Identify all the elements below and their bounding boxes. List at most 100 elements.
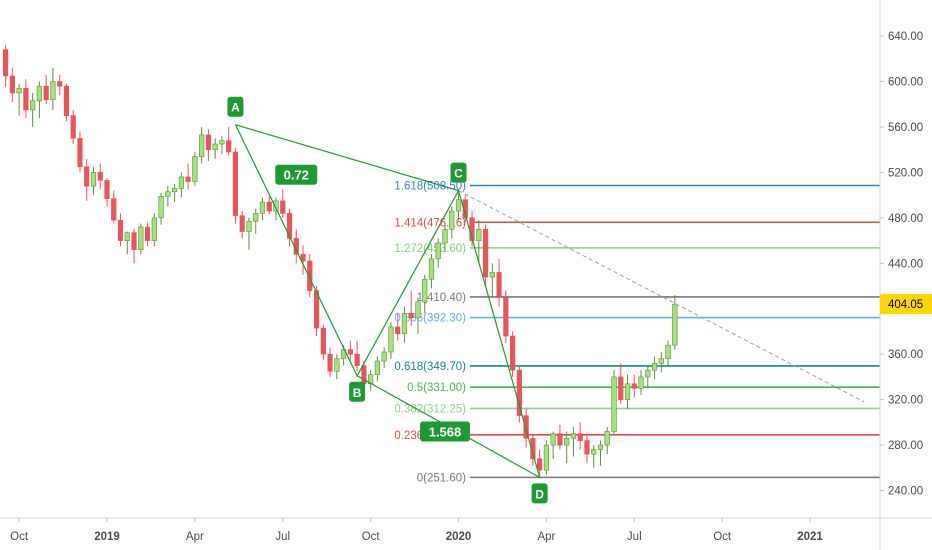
candle-body	[618, 376, 624, 400]
pattern-point-c[interactable]	[450, 162, 467, 183]
candle-body	[645, 369, 651, 378]
y-tick-label: 240.00	[888, 486, 923, 498]
candle	[253, 208, 259, 234]
candle	[280, 189, 286, 218]
candle	[462, 195, 468, 223]
candle-body	[16, 88, 22, 94]
candle-body	[347, 349, 353, 355]
candle-body	[36, 85, 42, 102]
candle	[354, 340, 360, 372]
ratio-label: 0.72	[284, 168, 309, 183]
pattern-point-label: D	[535, 487, 544, 501]
ratio-badge[interactable]	[420, 421, 470, 442]
candle	[408, 290, 414, 326]
candle-body	[631, 383, 637, 389]
candle	[415, 297, 421, 334]
candle-body	[374, 360, 381, 375]
pattern-point-label: B	[353, 386, 362, 400]
candle	[347, 340, 353, 360]
candle-body	[496, 272, 502, 298]
candle	[111, 190, 117, 224]
candle-body	[30, 100, 36, 111]
x-tick-label: Oct	[713, 531, 732, 543]
candle	[665, 340, 671, 366]
candle-body	[77, 138, 83, 168]
candle-body	[2, 49, 9, 77]
candle	[584, 433, 590, 464]
candle	[124, 231, 130, 255]
candle-body	[63, 85, 70, 116]
pattern-point-d[interactable]	[531, 483, 548, 504]
candle-body	[246, 220, 252, 232]
candle-body	[638, 376, 644, 389]
candle	[543, 440, 549, 475]
pattern-legs[interactable]	[234, 124, 541, 478]
candle-body	[340, 349, 347, 360]
candle-body	[591, 449, 597, 455]
candle-body	[550, 433, 556, 446]
candle-body	[401, 313, 408, 335]
pattern-ac-line[interactable]	[235, 124, 459, 192]
fib-level-label: 0.618(349.70)	[394, 361, 466, 373]
candle	[313, 286, 320, 337]
candle	[374, 356, 381, 382]
ratio-label: 1.568	[429, 424, 462, 439]
candle-body	[50, 81, 56, 101]
ratio-badge[interactable]	[275, 164, 318, 185]
x-tick-label: Oct	[10, 531, 29, 543]
candle	[401, 306, 408, 343]
candle	[199, 127, 205, 164]
candle-body	[205, 134, 212, 151]
pattern-point-a[interactable]	[227, 96, 244, 117]
candle	[300, 245, 306, 275]
candle	[395, 313, 401, 341]
x-tick-label: 2019	[94, 531, 120, 543]
candle	[84, 158, 90, 201]
candle-body	[9, 75, 15, 94]
candle-body	[327, 353, 333, 372]
candle	[496, 258, 502, 307]
candle-body	[516, 369, 522, 416]
candle-body	[286, 213, 293, 239]
x-tick-label: 2021	[797, 531, 823, 543]
candlestick-series	[2, 45, 678, 477]
abcd-harmonic-pattern[interactable]: 0.72 1.568 A B C D	[227, 96, 865, 504]
candle-body	[111, 198, 117, 221]
candle	[449, 206, 455, 239]
last-price-tag	[880, 294, 932, 315]
candle	[557, 424, 563, 450]
candle	[178, 172, 184, 198]
candle	[422, 274, 428, 314]
candle	[388, 322, 394, 359]
candle-body	[388, 326, 394, 353]
candle-body	[489, 272, 495, 278]
candle-body	[144, 226, 151, 241]
candle-body	[523, 415, 529, 439]
candle-body	[449, 210, 455, 230]
y-tick-label: 640.00	[888, 31, 923, 43]
candle-body	[185, 176, 191, 182]
candle	[442, 224, 448, 252]
candle-body	[476, 228, 482, 241]
candle-body	[422, 278, 428, 303]
candle	[570, 426, 577, 457]
candle-body	[509, 335, 516, 371]
candle-body	[57, 81, 63, 87]
x-tick-label: 2020	[446, 531, 472, 543]
last-price-label: 404.05	[888, 299, 923, 311]
candle	[63, 83, 70, 122]
dashed-trendline[interactable]	[458, 190, 865, 403]
y-tick-label: 280.00	[888, 440, 923, 452]
candle-body	[415, 301, 421, 319]
candle	[151, 213, 157, 247]
candle	[435, 238, 441, 268]
candle	[266, 196, 272, 215]
pattern-point-b[interactable]	[349, 381, 366, 402]
candle-body	[320, 327, 326, 355]
candle	[172, 183, 178, 202]
candle-body	[672, 303, 678, 346]
candle	[23, 79, 29, 118]
candle-body	[455, 199, 462, 212]
candle	[530, 433, 536, 466]
